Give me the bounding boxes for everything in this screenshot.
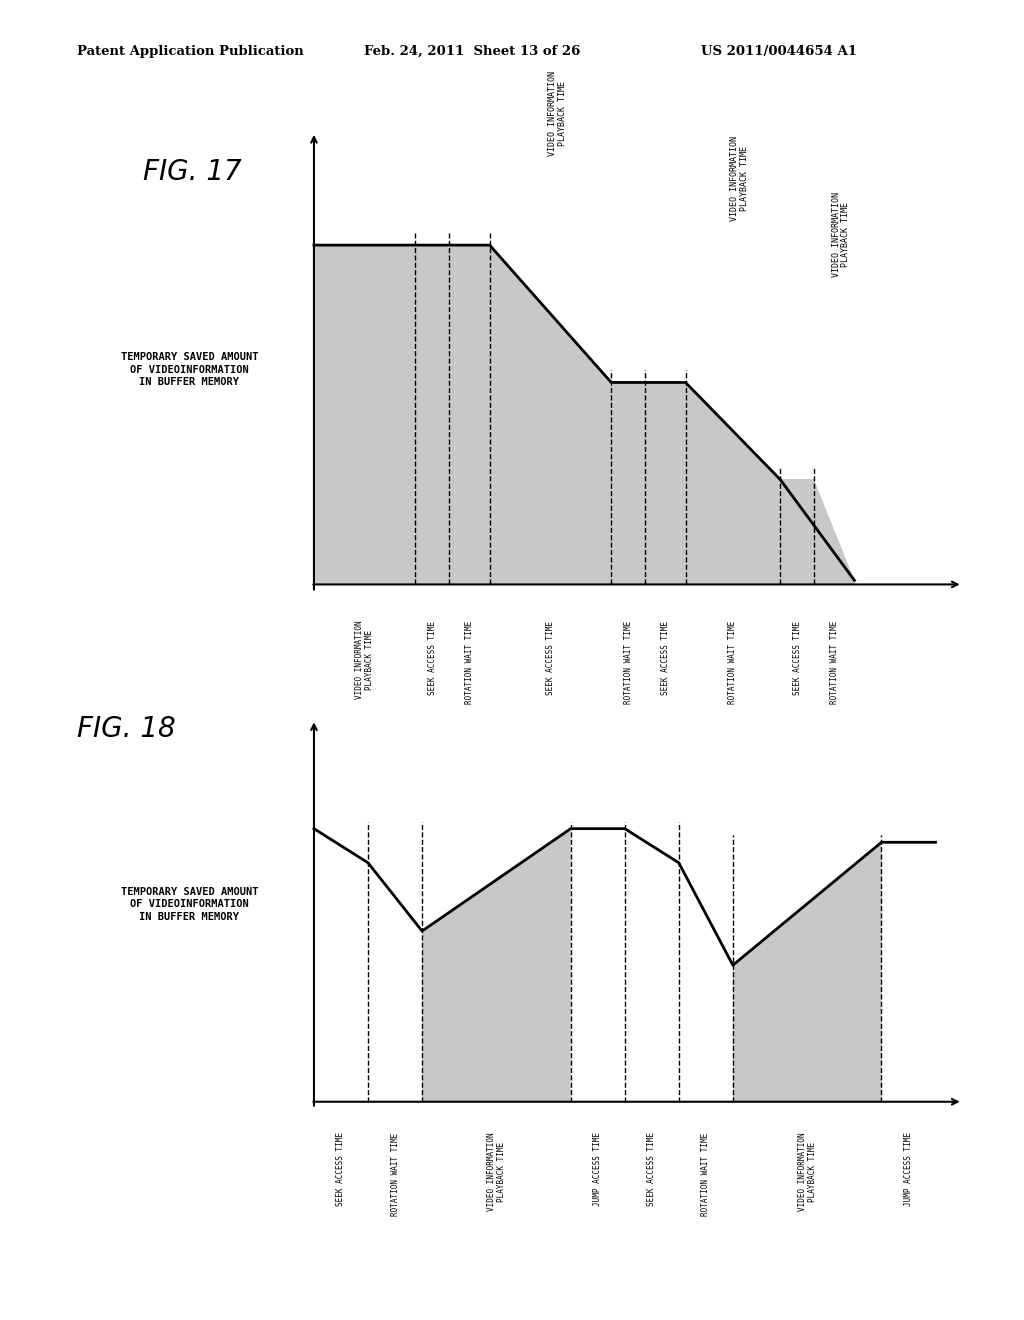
Text: VIDEO INFORMATION
PLAYBACK TIME: VIDEO INFORMATION PLAYBACK TIME — [487, 1133, 506, 1210]
Bar — [780, 479, 814, 585]
Text: JUMP ACCESS TIME: JUMP ACCESS TIME — [593, 1133, 602, 1206]
Text: VIDEO INFORMATION
PLAYBACK TIME: VIDEO INFORMATION PLAYBACK TIME — [831, 193, 850, 277]
Text: Patent Application Publication: Patent Application Publication — [77, 45, 303, 58]
Text: TEMPORARY SAVED AMOUNT
OF VIDEOINFORMATION
IN BUFFER MEMORY: TEMPORARY SAVED AMOUNT OF VIDEOINFORMATI… — [121, 352, 258, 387]
Polygon shape — [685, 383, 780, 585]
Bar — [314, 246, 416, 585]
Text: ROTATION WAIT TIME: ROTATION WAIT TIME — [465, 620, 474, 704]
Bar — [416, 246, 450, 585]
Text: FIG. 17: FIG. 17 — [143, 157, 242, 186]
Text: JUMP ACCESS TIME: JUMP ACCESS TIME — [904, 1133, 913, 1206]
Bar — [645, 383, 685, 585]
Text: VIDEO INFORMATION
PLAYBACK TIME: VIDEO INFORMATION PLAYBACK TIME — [730, 136, 749, 220]
Bar — [780, 479, 814, 585]
Polygon shape — [814, 479, 854, 585]
Text: ROTATION WAIT TIME: ROTATION WAIT TIME — [624, 620, 633, 704]
Bar — [314, 246, 416, 585]
Text: TEMPORARY SAVED AMOUNT
OF VIDEOINFORMATION
IN BUFFER MEMORY: TEMPORARY SAVED AMOUNT OF VIDEOINFORMATI… — [121, 887, 258, 921]
Text: ROTATION WAIT TIME: ROTATION WAIT TIME — [701, 1133, 711, 1216]
Bar — [450, 246, 489, 585]
Text: VIDEO INFORMATION
PLAYBACK TIME: VIDEO INFORMATION PLAYBACK TIME — [548, 71, 566, 156]
Polygon shape — [489, 246, 611, 585]
Bar — [416, 246, 450, 585]
Polygon shape — [422, 829, 570, 1102]
Text: Feb. 24, 2011  Sheet 13 of 26: Feb. 24, 2011 Sheet 13 of 26 — [364, 45, 580, 58]
Text: FIG. 18: FIG. 18 — [77, 714, 175, 743]
Text: SEEK ACCESS TIME: SEEK ACCESS TIME — [647, 1133, 656, 1206]
Text: VIDEO INFORMATION
PLAYBACK TIME: VIDEO INFORMATION PLAYBACK TIME — [355, 620, 374, 700]
Text: SEEK ACCESS TIME: SEEK ACCESS TIME — [337, 1133, 345, 1206]
Bar — [611, 383, 645, 585]
Bar — [611, 383, 645, 585]
Polygon shape — [733, 842, 882, 1102]
Text: VIDEO INFORMATION
PLAYBACK TIME: VIDEO INFORMATION PLAYBACK TIME — [798, 1133, 816, 1210]
Text: ROTATION WAIT TIME: ROTATION WAIT TIME — [728, 620, 737, 704]
Bar — [450, 246, 489, 585]
Text: US 2011/0044654 A1: US 2011/0044654 A1 — [701, 45, 857, 58]
Bar — [645, 383, 685, 585]
Text: ROTATION WAIT TIME: ROTATION WAIT TIME — [390, 1133, 399, 1216]
Text: SEEK ACCESS TIME: SEEK ACCESS TIME — [546, 620, 555, 694]
Text: SEEK ACCESS TIME: SEEK ACCESS TIME — [428, 620, 436, 694]
Text: SEEK ACCESS TIME: SEEK ACCESS TIME — [660, 620, 670, 694]
Text: SEEK ACCESS TIME: SEEK ACCESS TIME — [793, 620, 802, 694]
Text: ROTATION WAIT TIME: ROTATION WAIT TIME — [829, 620, 839, 704]
